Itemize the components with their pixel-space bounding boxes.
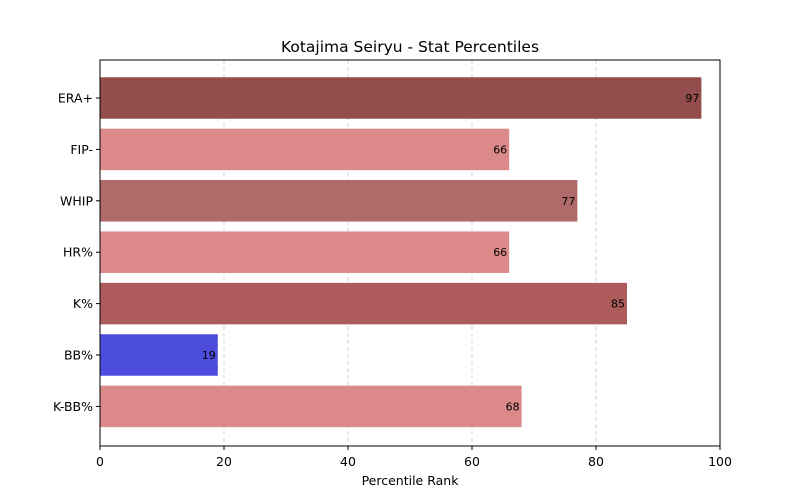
bar-era- — [100, 77, 702, 119]
y-tick-label: K% — [73, 296, 93, 311]
bar-k- — [100, 282, 627, 325]
x-tick-label: 0 — [96, 454, 104, 469]
y-axis: ERA+ FIP- WHIP HR% K% BB% K-BB% — [53, 91, 100, 414]
x-tick-label: 80 — [588, 454, 604, 469]
y-tick-label: FIP- — [70, 142, 93, 157]
bar-value-label: 68 — [506, 400, 520, 413]
bar-value-label: 19 — [202, 349, 216, 362]
value-labels: 97 66 77 66 85 19 68 — [202, 92, 700, 413]
chart-title: Kotajima Seiryu - Stat Percentiles — [281, 38, 539, 56]
bar-k-bb- — [100, 385, 522, 428]
bar-value-label: 85 — [611, 298, 625, 311]
y-tick-label: ERA+ — [58, 91, 93, 106]
bar-value-label: 97 — [685, 92, 699, 105]
bar-value-label: 77 — [561, 195, 575, 208]
y-tick-label: HR% — [63, 245, 93, 260]
y-tick-label: K-BB% — [53, 399, 93, 414]
bars — [100, 77, 702, 428]
x-axis: 0 20 40 60 80 100 — [96, 446, 732, 469]
bar-hr- — [100, 231, 510, 273]
y-tick-label: WHIP — [60, 193, 93, 208]
x-tick-label: 100 — [708, 454, 732, 469]
x-tick-label: 40 — [340, 454, 356, 469]
x-tick-label: 60 — [464, 454, 480, 469]
plot-area-frame — [99, 59, 721, 447]
bar-value-label: 66 — [493, 246, 507, 259]
x-axis-label: Percentile Rank — [362, 473, 460, 488]
bar-fip- — [100, 128, 510, 171]
x-tick-label: 20 — [216, 454, 232, 469]
y-tick-label: BB% — [64, 348, 93, 363]
bar-whip — [100, 180, 578, 222]
bar-bb- — [100, 334, 218, 376]
bar-value-label: 66 — [493, 143, 507, 156]
